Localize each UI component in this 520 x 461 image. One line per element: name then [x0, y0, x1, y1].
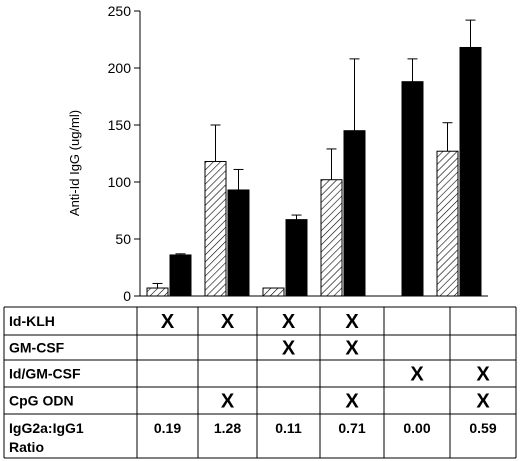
table-row-label: Id/GM-CSF — [9, 366, 81, 382]
treatment-mark: X — [345, 311, 359, 333]
ratio-value: 0.19 — [154, 420, 181, 436]
treatment-mark: X — [282, 311, 296, 333]
y-tick-label: 250 — [108, 3, 132, 19]
bars — [146, 19, 482, 297]
treatment-mark: X — [410, 364, 424, 386]
treatment-mark: X — [476, 364, 490, 386]
y-tick-label: 50 — [115, 231, 131, 247]
bar-series-1-group-2 — [285, 219, 308, 297]
treatment-mark: X — [221, 391, 235, 413]
table-row-label: CpG ODN — [9, 393, 74, 409]
bar-series-1-group-0 — [169, 254, 192, 297]
y-tick-label: 150 — [108, 117, 132, 133]
bar-chart: 0 50 100 150 200 250 Anti-Id IgG (ug/ml) — [67, 3, 488, 304]
bar-series-0-group-5 — [436, 150, 459, 297]
y-axis-label: Anti-Id IgG (ug/ml) — [67, 110, 82, 216]
ratio-value: 1.28 — [214, 420, 241, 436]
table-grid — [3, 306, 517, 459]
treatment-mark: X — [282, 338, 296, 360]
y-tick-label: 100 — [108, 174, 132, 190]
table-row-label: GM-CSF — [9, 340, 65, 356]
bar-series-1-group-4 — [401, 81, 424, 297]
y-tick-label: 200 — [108, 60, 132, 76]
treatment-mark: X — [345, 338, 359, 360]
bar-series-0-group-1 — [204, 160, 227, 297]
treatment-mark: X — [345, 391, 359, 413]
ratio-row-label: IgG2a:IgG1 — [9, 420, 84, 436]
bar-series-1-group-1 — [227, 189, 250, 297]
bar-series-0-group-0 — [146, 287, 169, 297]
ratio-value: 0.11 — [275, 420, 302, 436]
y-axis: 0 50 100 150 200 250 — [108, 3, 141, 304]
ratio-value: 0.59 — [469, 420, 496, 436]
ratio-value: 0.71 — [338, 420, 365, 436]
y-tick-label: 0 — [123, 288, 131, 304]
ratio-value: 0.00 — [403, 420, 430, 436]
bar-series-0-group-3 — [320, 179, 343, 297]
bar-series-1-group-5 — [459, 46, 482, 297]
ratio-row-label-line2: Ratio — [9, 439, 44, 455]
treatment-mark: X — [221, 311, 235, 333]
table-row-label: Id-KLH — [9, 313, 55, 329]
treatment-mark: X — [476, 391, 490, 413]
bar-series-0-group-2 — [262, 287, 285, 297]
bar-series-1-group-3 — [343, 130, 366, 297]
treatment-mark: X — [161, 311, 175, 333]
